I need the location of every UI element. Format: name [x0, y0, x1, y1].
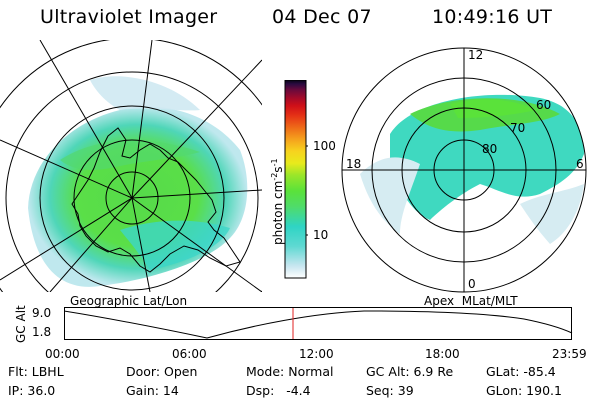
seq-value: Seq: 39 — [366, 383, 414, 398]
timeline-xtick-1: 06:00 — [172, 347, 207, 361]
page-title: Ultraviolet Imager — [40, 6, 218, 28]
left-map-label: Geographic Lat/Lon — [70, 294, 188, 308]
gc-alt-value: GC Alt: 6.9 Re — [366, 364, 454, 379]
timeline-axis-label: GC Alt — [14, 305, 28, 343]
timeline-ytick-max: 9.0 — [32, 306, 52, 320]
colorbar-unit-label: photon cm-2s-1 — [270, 158, 285, 245]
mlt-label-12: 12 — [468, 48, 483, 62]
colorbar-tick-10: 10 — [313, 228, 329, 242]
timeline-xtick-0: 00:00 — [45, 347, 80, 361]
timeline-xtick-2: 12:00 — [299, 347, 334, 361]
dsp-value: Dsp: -4.4 — [246, 383, 311, 398]
glat-value: GLat: -85.4 — [486, 364, 556, 379]
glon-value: GLon: 190.1 — [486, 383, 562, 398]
header-date: 04 Dec 07 — [272, 6, 372, 28]
mlt-label-0: 0 — [468, 277, 476, 291]
colorbar — [284, 80, 308, 279]
filter-value: Flt: LBHL — [8, 364, 64, 379]
mlt-label-18: 18 — [346, 157, 361, 171]
mlat-label-80: 80 — [482, 142, 497, 156]
orbit-timeline — [64, 307, 573, 340]
colorbar-unit: photon cm — [271, 180, 285, 245]
colorbar-unit-mid: s — [271, 166, 285, 173]
mlt-polar-map: 12 18 6 0 60 70 80 — [341, 47, 587, 293]
timeline-xtick-4: 23:59 — [552, 347, 587, 361]
mode-value: Mode: Normal — [246, 364, 334, 379]
colorbar-unit-exp2: -1 — [270, 158, 279, 167]
header-time: 10:49:16 UT — [432, 6, 553, 28]
right-map-label: Apex MLat/MLT — [424, 294, 518, 308]
mlat-label-60: 60 — [536, 98, 551, 112]
timeline-xtick-3: 18:00 — [425, 347, 460, 361]
colorbar-tick-100: 100 — [313, 139, 336, 153]
gc-alt-curve — [64, 310, 573, 339]
geographic-map — [0, 40, 262, 292]
timeline-ytick-min: 1.8 — [32, 325, 52, 339]
door-value: Door: Open — [126, 364, 198, 379]
ip-value: IP: 36.0 — [8, 383, 56, 398]
mlt-label-6: 6 — [576, 157, 584, 171]
gain-value: Gain: 14 — [126, 383, 179, 398]
mlat-label-70: 70 — [510, 121, 525, 135]
colorbar-unit-exp1: -2 — [270, 172, 279, 181]
